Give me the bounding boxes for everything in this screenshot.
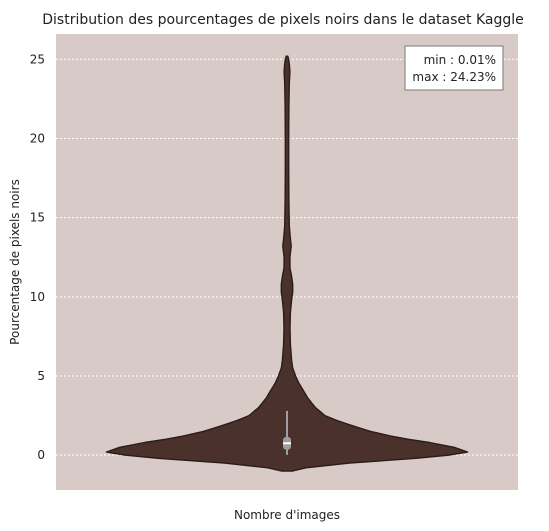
y-tick-label: 10: [30, 290, 45, 304]
y-tick-label: 15: [30, 211, 45, 225]
y-tick-labels: 0 5 10 15 20 25: [30, 52, 45, 462]
violin-body: [105, 55, 469, 472]
y-tick-label: 20: [30, 132, 45, 146]
chart-title: Distribution des pourcentages de pixels …: [42, 12, 524, 28]
annotation-box: [404, 45, 504, 91]
y-tick-label: 25: [30, 52, 45, 66]
stats-annotation: min : 0.01% max : 24.23%: [404, 45, 504, 91]
annotation-min: min : 0.01%: [424, 53, 496, 67]
y-tick-label: 0: [37, 448, 45, 462]
inner-boxplot: [283, 410, 291, 455]
y-axis-label: Pourcentage de pixels noirs: [8, 179, 22, 345]
y-tick-label: 5: [37, 369, 45, 383]
annotation-max: max : 24.23%: [412, 70, 496, 84]
x-axis-label: Nombre d'images: [234, 508, 340, 522]
